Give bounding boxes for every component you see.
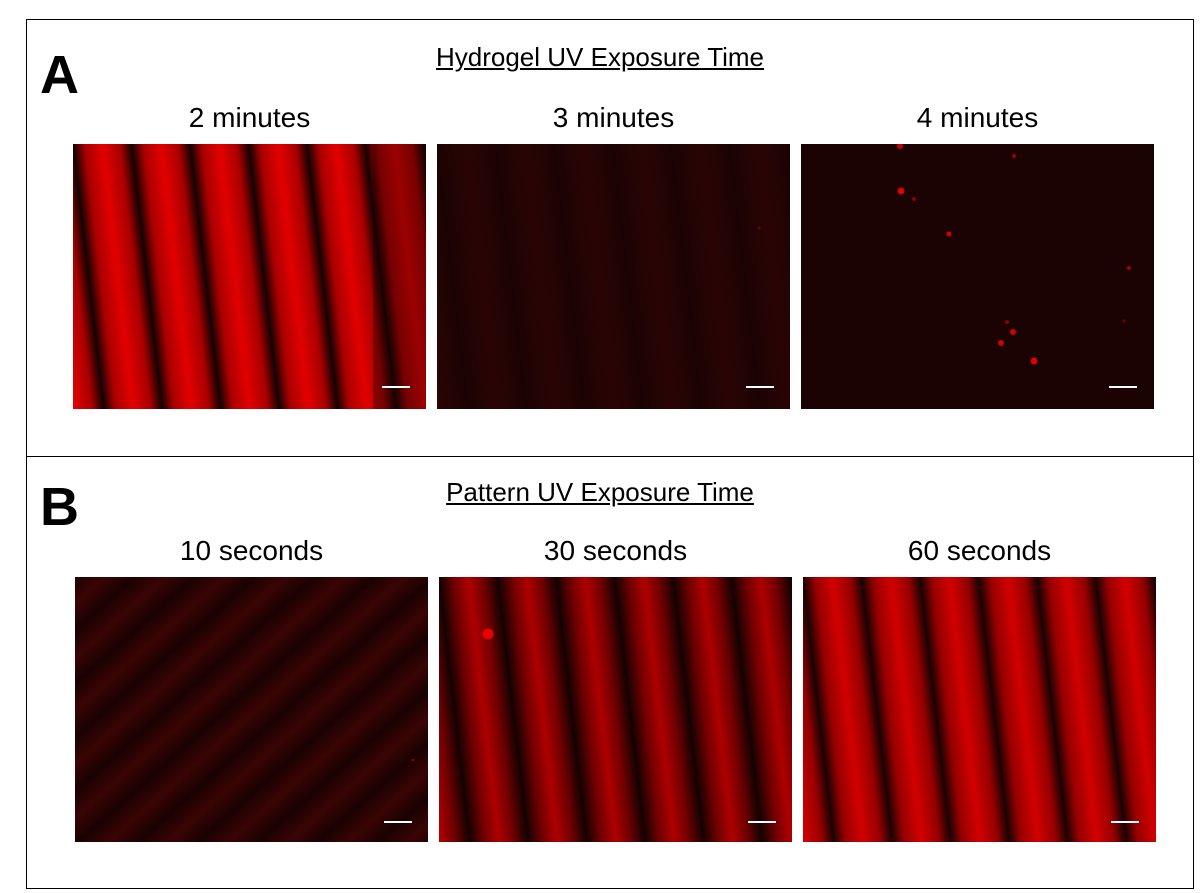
scale-bar (1111, 821, 1139, 823)
panel-a-image-2 (437, 144, 790, 409)
panel-a-title: Hydrogel UV Exposure Time (435, 42, 765, 72)
panel-divider (26, 456, 1194, 457)
panel-b-image-2 (439, 577, 792, 842)
panel-b-title: Pattern UV Exposure Time (446, 477, 754, 507)
panel-a-letter: A (40, 45, 79, 105)
panel-b-image-2-label: 30 seconds (543, 535, 688, 566)
scale-bar (384, 821, 412, 823)
panel-a-image-1-label: 2 minutes (188, 102, 311, 133)
scale-bar (382, 386, 410, 388)
panel-a-image-2-label: 3 minutes (552, 102, 675, 133)
panel-a-image-3 (801, 144, 1154, 409)
panel-a-image-3-label: 4 minutes (916, 102, 1039, 133)
panel-b-image-3 (803, 577, 1156, 842)
panel-b-image-3-label: 60 seconds (907, 535, 1052, 566)
scale-bar (746, 386, 774, 388)
panel-b-image-1-label: 10 seconds (179, 535, 324, 566)
figure-frame (26, 19, 1194, 889)
panel-b-letter: B (40, 477, 79, 537)
panel-a-image-1 (73, 144, 426, 409)
panel-b-image-1 (75, 577, 428, 842)
scale-bar (748, 821, 776, 823)
scale-bar (1109, 386, 1137, 388)
